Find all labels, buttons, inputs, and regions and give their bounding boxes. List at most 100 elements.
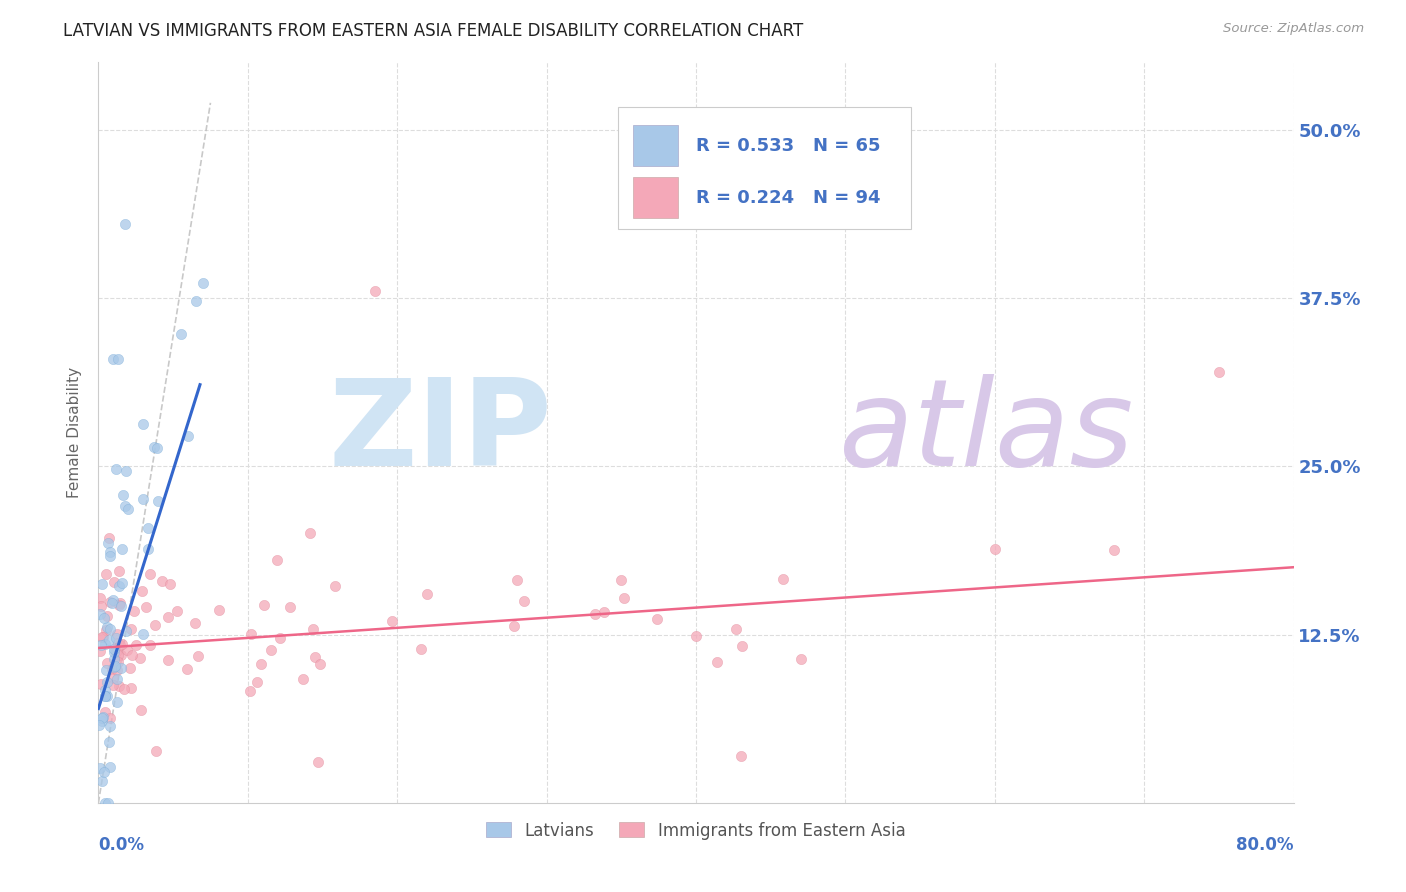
- Text: 80.0%: 80.0%: [1236, 836, 1294, 855]
- Point: [112, 488, 135, 502]
- Point: [146, 494, 169, 508]
- Point: [94, 637, 117, 651]
- Point: [789, 652, 811, 666]
- Point: [984, 542, 1007, 557]
- Text: 0.0%: 0.0%: [98, 836, 145, 855]
- Point: [129, 703, 152, 717]
- Point: [1104, 543, 1126, 558]
- Legend: Latvians, Immigrants from Eastern Asia: Latvians, Immigrants from Eastern Asia: [479, 815, 912, 847]
- Point: [103, 660, 125, 674]
- Point: [107, 579, 129, 593]
- Point: [93, 765, 115, 780]
- Point: [266, 553, 288, 567]
- Point: [239, 684, 262, 698]
- Point: [269, 632, 291, 646]
- Point: [96, 656, 118, 670]
- Point: [97, 796, 120, 810]
- Point: [94, 566, 117, 581]
- Point: [136, 521, 159, 535]
- Point: [645, 612, 668, 626]
- Point: [101, 593, 124, 607]
- Point: [184, 616, 207, 631]
- Point: [291, 672, 314, 686]
- Point: [94, 796, 117, 810]
- Point: [98, 760, 121, 774]
- Text: N = 65: N = 65: [813, 136, 880, 154]
- Point: [250, 657, 273, 672]
- Point: [260, 643, 283, 657]
- Point: [610, 573, 633, 587]
- Point: [150, 574, 173, 588]
- Point: [110, 637, 132, 651]
- Point: [105, 627, 128, 641]
- Point: [103, 574, 125, 589]
- Point: [115, 624, 138, 638]
- Point: [114, 499, 136, 513]
- Point: [103, 652, 125, 666]
- Point: [135, 599, 157, 614]
- Point: [307, 756, 329, 770]
- FancyBboxPatch shape: [619, 107, 911, 229]
- Point: [131, 583, 153, 598]
- Point: [502, 619, 524, 633]
- Point: [122, 604, 145, 618]
- Point: [98, 632, 121, 647]
- Point: [139, 567, 162, 582]
- Point: [191, 276, 214, 290]
- Point: [89, 761, 111, 775]
- Point: [91, 630, 114, 644]
- Point: [513, 594, 536, 608]
- Point: [94, 690, 117, 704]
- Point: [302, 622, 325, 636]
- Point: [156, 653, 179, 667]
- Point: [89, 718, 111, 732]
- Point: [304, 650, 326, 665]
- Point: [105, 462, 128, 476]
- Point: [132, 492, 155, 507]
- Point: [177, 429, 200, 443]
- Point: [240, 626, 263, 640]
- Point: [105, 695, 128, 709]
- Point: [136, 541, 159, 556]
- Point: [98, 595, 121, 609]
- Point: [187, 649, 209, 664]
- Point: [111, 541, 134, 556]
- Point: [98, 545, 121, 559]
- Point: [145, 617, 167, 632]
- Y-axis label: Female Disability: Female Disability: [67, 367, 83, 499]
- Point: [90, 576, 112, 591]
- Point: [166, 603, 188, 617]
- Point: [593, 606, 616, 620]
- Point: [94, 623, 117, 637]
- Point: [118, 661, 141, 675]
- Point: [131, 417, 153, 431]
- Point: [94, 689, 117, 703]
- Point: [94, 663, 117, 677]
- Point: [101, 662, 124, 676]
- Point: [613, 591, 636, 605]
- Point: [105, 631, 128, 645]
- Point: [309, 657, 332, 671]
- Point: [90, 599, 112, 614]
- Text: atlas: atlas: [839, 374, 1135, 491]
- Point: [114, 464, 136, 478]
- Point: [208, 603, 231, 617]
- Point: [101, 596, 124, 610]
- Point: [409, 641, 432, 656]
- Point: [93, 611, 115, 625]
- Point: [724, 622, 747, 636]
- Point: [103, 641, 125, 656]
- Point: [132, 627, 155, 641]
- Point: [105, 672, 128, 686]
- Point: [364, 285, 387, 299]
- Point: [98, 711, 121, 725]
- Point: [96, 689, 118, 703]
- Point: [97, 536, 120, 550]
- Point: [98, 719, 121, 733]
- Point: [96, 608, 118, 623]
- Point: [120, 622, 142, 636]
- Point: [96, 620, 118, 634]
- Point: [381, 614, 404, 628]
- Point: [730, 748, 752, 763]
- Point: [89, 644, 111, 658]
